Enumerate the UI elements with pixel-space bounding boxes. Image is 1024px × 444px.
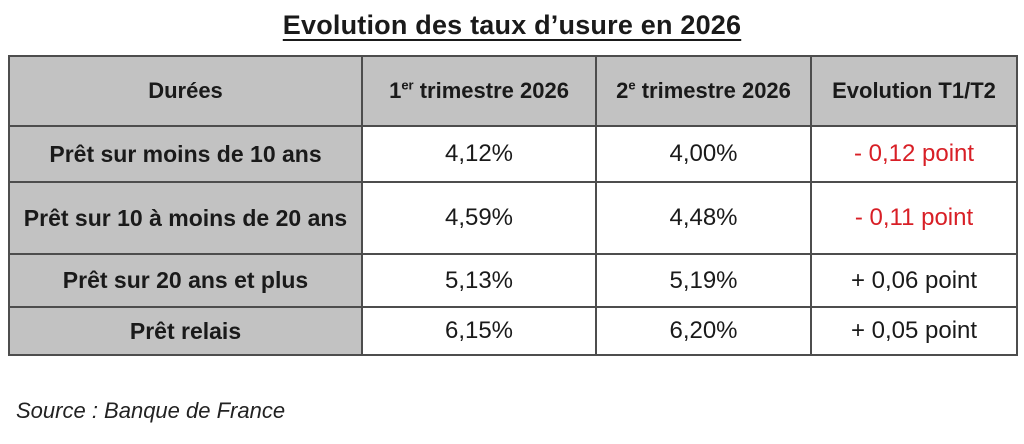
usury-rates-table: Durées 1er trimestre 2026 2e trimestre 2… xyxy=(8,55,1018,356)
table-row: Prêt sur 20 ans et plus 5,13% 5,19% + 0,… xyxy=(8,253,1018,308)
table-body: Prêt sur moins de 10 ans 4,12% 4,00% - 0… xyxy=(8,125,1018,356)
row-label: Prêt relais xyxy=(8,306,363,356)
q2-value: 4,48% xyxy=(595,181,812,255)
evolution-value: + 0,05 point xyxy=(810,306,1018,356)
row-label: Prêt sur 20 ans et plus xyxy=(8,253,363,308)
superscript-er: er xyxy=(401,77,414,93)
header-durations: Durées xyxy=(8,55,363,127)
table-header-row: Durées 1er trimestre 2026 2e trimestre 2… xyxy=(8,55,1018,127)
header-q1-2026: 1er trimestre 2026 xyxy=(361,55,597,127)
table-row: Prêt sur 10 à moins de 20 ans 4,59% 4,48… xyxy=(8,181,1018,255)
q2-value: 4,00% xyxy=(595,125,812,183)
header-evolution: Evolution T1/T2 xyxy=(810,55,1018,127)
table-row: Prêt sur moins de 10 ans 4,12% 4,00% - 0… xyxy=(8,125,1018,183)
evolution-value: + 0,06 point xyxy=(810,253,1018,308)
q1-value: 4,12% xyxy=(361,125,597,183)
page-title: Evolution des taux d’usure en 2026 xyxy=(0,0,1024,41)
q2-value: 5,19% xyxy=(595,253,812,308)
row-label: Prêt sur 10 à moins de 20 ans xyxy=(8,181,363,255)
source-caption: Source : Banque de France xyxy=(16,398,286,423)
table-row: Prêt relais 6,15% 6,20% + 0,05 point xyxy=(8,306,1018,356)
q1-value: 5,13% xyxy=(361,253,597,308)
evolution-value: - 0,11 point xyxy=(810,181,1018,255)
row-label: Prêt sur moins de 10 ans xyxy=(8,125,363,183)
q1-value: 6,15% xyxy=(361,306,597,356)
q2-value: 6,20% xyxy=(595,306,812,356)
superscript-e: e xyxy=(628,77,636,93)
evolution-value: - 0,12 point xyxy=(810,125,1018,183)
q1-value: 4,59% xyxy=(361,181,597,255)
page-title-text: Evolution des taux d’usure en 2026 xyxy=(282,10,742,40)
header-q2-2026: 2e trimestre 2026 xyxy=(595,55,812,127)
